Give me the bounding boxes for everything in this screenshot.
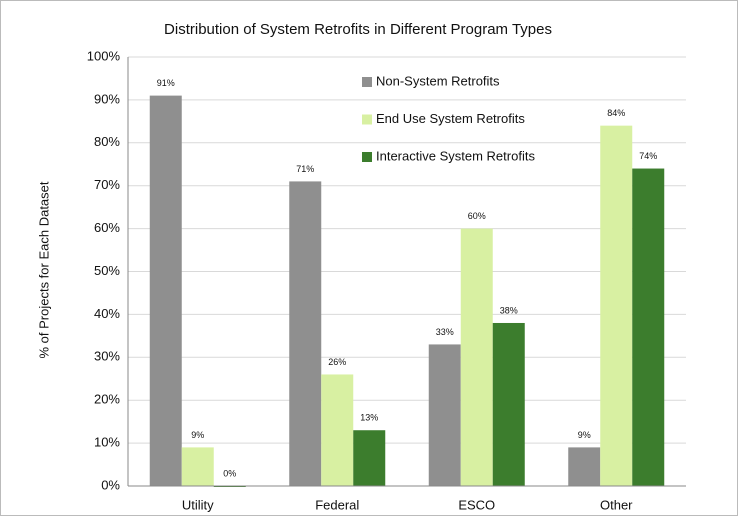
y-tick-label: 30% — [94, 349, 120, 364]
legend-label: Non-System Retrofits — [376, 73, 500, 88]
value-label: 13% — [360, 413, 378, 423]
value-label: 38% — [500, 305, 518, 315]
y-tick-label: 40% — [94, 306, 120, 321]
y-tick-label: 10% — [94, 435, 120, 450]
bar — [353, 430, 386, 486]
legend-label: End Use System Retrofits — [376, 111, 525, 126]
y-tick-label: 50% — [94, 263, 120, 278]
legend-label: Interactive System Retrofits — [376, 148, 535, 163]
value-label: 71% — [296, 164, 314, 174]
legend-swatch — [362, 77, 372, 87]
y-tick-label: 70% — [94, 177, 120, 192]
x-tick-label: Other — [600, 497, 633, 512]
bar — [289, 181, 322, 486]
value-label: 91% — [157, 78, 175, 88]
value-label: 33% — [436, 327, 454, 337]
y-axis-label: % of Projects for Each Dataset — [36, 181, 51, 358]
legend-swatch — [362, 152, 372, 162]
x-tick-label: ESCO — [458, 497, 495, 512]
y-tick-label: 0% — [101, 477, 120, 492]
bar — [568, 447, 601, 486]
y-tick-label: 90% — [94, 91, 120, 106]
bar — [428, 344, 461, 486]
value-label: 9% — [191, 430, 204, 440]
y-tick-label: 60% — [94, 220, 120, 235]
y-tick-label: 100% — [87, 48, 121, 63]
value-label: 9% — [578, 430, 591, 440]
value-label: 74% — [639, 151, 657, 161]
bar — [632, 168, 665, 487]
bar — [492, 322, 525, 486]
value-label: 0% — [223, 468, 236, 478]
bar — [321, 374, 354, 486]
chart-title: Distribution of System Retrofits in Diff… — [164, 21, 552, 38]
value-label: 26% — [328, 357, 346, 367]
x-tick-label: Federal — [315, 497, 359, 512]
y-tick-label: 20% — [94, 392, 120, 407]
legend-swatch — [362, 114, 372, 125]
y-tick-label: 80% — [94, 134, 120, 149]
value-label: 84% — [607, 108, 625, 118]
value-label: 60% — [468, 211, 486, 221]
bar — [600, 125, 633, 486]
x-tick-label: Utility — [182, 497, 214, 512]
bar — [149, 95, 182, 487]
bar — [181, 447, 214, 486]
bar — [460, 228, 493, 486]
